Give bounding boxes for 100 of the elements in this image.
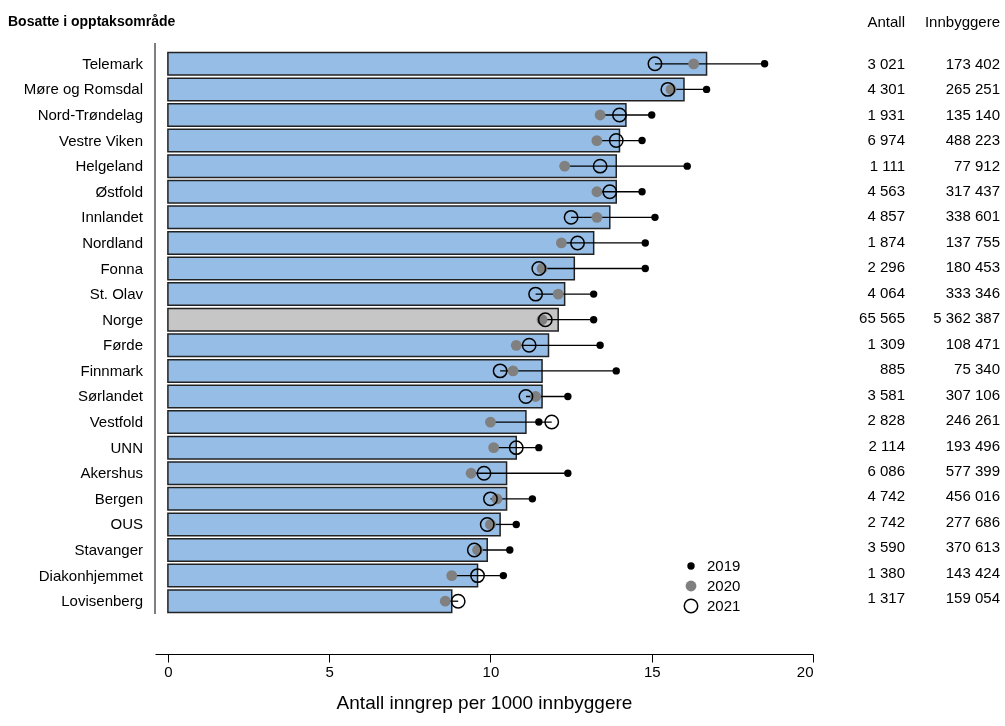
bar (167, 538, 488, 563)
legend-label: 2021 (707, 597, 741, 614)
point (602, 184, 618, 200)
y-tick-label: Helgeland (75, 157, 143, 175)
text: 159 054 (945, 589, 1000, 607)
point (564, 392, 572, 401)
x-axis-title: Antall inngrep per 1000 innbyggere (336, 691, 633, 713)
text: 4 563 (867, 181, 905, 199)
point (688, 58, 700, 70)
y-tick-label: Diakonhjemmet (38, 566, 144, 584)
point (521, 337, 537, 353)
text: 4 064 (867, 283, 905, 301)
point (647, 56, 663, 72)
point (446, 570, 458, 582)
text: 265 251 (945, 80, 1000, 98)
point (564, 469, 572, 477)
y-tick-label: St. Olav (89, 285, 144, 303)
text: 143 424 (945, 563, 1000, 581)
point (638, 188, 646, 196)
text: 370 613 (945, 538, 1000, 556)
point (544, 414, 560, 430)
text: 2 114 (868, 436, 905, 454)
text: 6 086 (867, 461, 905, 479)
point (641, 239, 649, 247)
point (612, 107, 627, 123)
point (608, 133, 624, 149)
x-tick-label: 0 (164, 662, 173, 680)
y-tick-label: Akershus (80, 464, 143, 482)
text: 4 742 (867, 487, 905, 505)
point (552, 288, 564, 300)
point (518, 389, 534, 404)
point (506, 546, 514, 554)
point (651, 213, 659, 222)
text: 2 742 (867, 512, 905, 530)
y-tick-label: Vestfold (89, 413, 143, 431)
text: 1 309 (867, 334, 905, 352)
point (482, 491, 498, 507)
point (702, 85, 711, 94)
text: 307 106 (945, 385, 1000, 403)
text: 1 380 (867, 563, 905, 581)
point (591, 135, 603, 146)
text: 246 261 (945, 411, 1000, 429)
point (479, 516, 495, 532)
point (760, 60, 769, 68)
point (531, 261, 547, 276)
y-tick-label: OUS (110, 515, 143, 533)
legend-label: 2020 (707, 577, 741, 594)
text: 108 471 (945, 334, 1000, 352)
legend-label: 2019 (707, 557, 741, 574)
point (485, 416, 496, 428)
point (466, 542, 482, 558)
point (510, 339, 522, 351)
text: 3 021 (867, 54, 905, 72)
x-tick-label: 10 (482, 662, 500, 680)
text: 885 (879, 360, 905, 378)
text: 135 140 (945, 105, 1000, 123)
point (559, 160, 571, 172)
text: 333 346 (945, 283, 1000, 301)
y-tick-label: UNN (110, 438, 143, 456)
text: Innbyggere (924, 13, 1000, 30)
text: 4 301 (867, 80, 905, 98)
y-tick-label: Nordland (82, 233, 143, 251)
text: 338 601 (945, 207, 1000, 225)
point (470, 568, 486, 584)
point (535, 418, 543, 426)
text: 75 340 (954, 360, 1000, 378)
text: 577 399 (945, 461, 1000, 479)
text: 2 828 (867, 411, 905, 429)
point (499, 571, 508, 580)
point (641, 264, 649, 273)
point (589, 316, 598, 324)
y-tick-label: Møre og Romsdal (23, 80, 143, 98)
text: 77 912 (954, 156, 1000, 174)
text: 3 581 (867, 385, 905, 403)
text: 2 296 (867, 258, 905, 276)
y-tick-label: Vestre Viken (59, 131, 143, 149)
text: 456 016 (945, 487, 1000, 505)
text: 173 402 (945, 54, 1000, 72)
point (537, 312, 553, 328)
bar (167, 102, 627, 127)
text: 5 362 387 (933, 309, 1000, 327)
point (512, 520, 520, 529)
y-tick-label: Førde (102, 336, 143, 354)
point (528, 495, 537, 503)
point (596, 341, 604, 349)
y-tick-label: Sørlandet (77, 387, 144, 405)
point (507, 365, 519, 377)
point (594, 109, 606, 121)
y-tick-label: Østfold (95, 182, 143, 200)
y-tick-label: Lovisenberg (61, 592, 143, 610)
y-tick-label: Bergen (94, 489, 143, 507)
point (439, 595, 451, 607)
text: 193 496 (945, 436, 1000, 454)
text: 137 755 (945, 232, 1000, 250)
text: 65 565 (859, 309, 905, 327)
x-tick-label: 15 (643, 662, 661, 680)
point (683, 162, 691, 170)
bar (167, 410, 527, 435)
y-tick-label: Innlandet (81, 208, 144, 226)
text: 1 317 (867, 589, 905, 607)
